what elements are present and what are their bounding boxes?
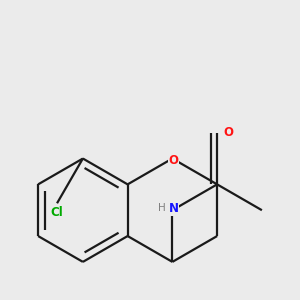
Text: O: O (223, 126, 233, 139)
Text: N: N (169, 202, 179, 215)
Text: O: O (169, 154, 179, 166)
Text: H: H (158, 203, 166, 213)
Text: Cl: Cl (51, 206, 63, 219)
